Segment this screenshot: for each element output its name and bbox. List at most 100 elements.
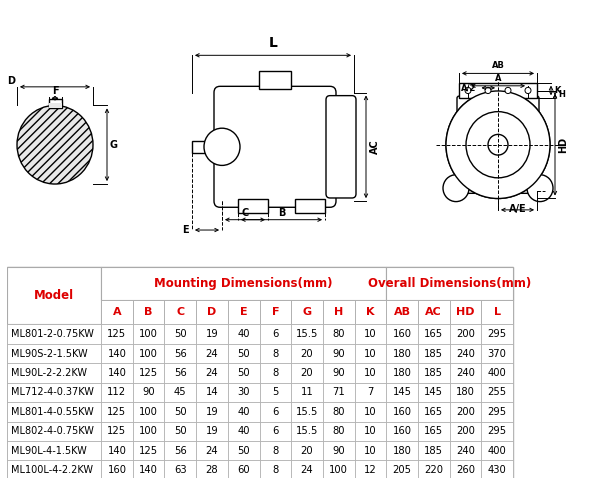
Text: A: A [495, 74, 501, 83]
Bar [196, 441, 228, 460]
Text: 24: 24 [206, 368, 218, 378]
Bar [355, 324, 386, 344]
Bar [196, 402, 228, 421]
Text: ML90S-2-1.5KW: ML90S-2-1.5KW [11, 348, 88, 359]
Text: ML801-4-0.55KW: ML801-4-0.55KW [11, 407, 94, 417]
Text: 10: 10 [364, 329, 377, 339]
Text: 12: 12 [364, 465, 377, 475]
Text: 160: 160 [392, 426, 412, 436]
Text: 15.5: 15.5 [296, 426, 318, 436]
Bar [449, 324, 481, 344]
Bar [7, 402, 101, 421]
Bar [260, 383, 291, 402]
Bar [323, 460, 355, 480]
Text: 240: 240 [456, 446, 475, 456]
Text: 200: 200 [456, 426, 475, 436]
Bar [323, 324, 355, 344]
Bar [228, 421, 260, 441]
Text: AB: AB [491, 61, 505, 70]
Text: 6: 6 [272, 407, 278, 417]
Text: 71: 71 [332, 387, 345, 397]
Bar [291, 363, 323, 383]
Text: L: L [269, 36, 277, 50]
Bar [228, 383, 260, 402]
Text: 295: 295 [488, 407, 507, 417]
Text: 90: 90 [142, 387, 155, 397]
Text: 56: 56 [174, 348, 187, 359]
Text: 15.5: 15.5 [296, 407, 318, 417]
Text: B: B [145, 307, 153, 317]
Bar [295, 199, 325, 214]
Bar [386, 300, 418, 324]
Text: Mounting Dimensions(mm): Mounting Dimensions(mm) [154, 277, 333, 290]
Bar [133, 324, 164, 344]
Circle shape [525, 87, 531, 94]
Bar [101, 402, 133, 421]
Text: 50: 50 [238, 348, 250, 359]
Text: 125: 125 [139, 368, 158, 378]
Bar [164, 441, 196, 460]
Text: 8: 8 [272, 446, 278, 456]
Bar [291, 344, 323, 363]
Bar [260, 441, 291, 460]
Bar [133, 363, 164, 383]
Bar [418, 383, 449, 402]
Text: 6: 6 [272, 329, 278, 339]
Text: 15.5: 15.5 [296, 329, 318, 339]
Text: 400: 400 [488, 368, 506, 378]
Text: 20: 20 [301, 348, 313, 359]
Bar [7, 383, 101, 402]
Bar [355, 460, 386, 480]
Bar [260, 344, 291, 363]
Bar [418, 421, 449, 441]
Text: D: D [208, 307, 217, 317]
Bar [164, 300, 196, 324]
Bar [386, 460, 418, 480]
Text: 24: 24 [301, 465, 313, 475]
Bar [192, 141, 220, 153]
Bar [133, 441, 164, 460]
Text: F: F [272, 307, 279, 317]
Bar [323, 383, 355, 402]
Text: 80: 80 [332, 329, 345, 339]
Bar [101, 441, 133, 460]
Text: 10: 10 [364, 426, 377, 436]
Circle shape [446, 91, 550, 199]
Text: K: K [554, 86, 560, 95]
Text: 14: 14 [206, 387, 218, 397]
Bar [196, 383, 228, 402]
Text: 50: 50 [238, 446, 250, 456]
Bar [449, 300, 481, 324]
Bar [418, 363, 449, 383]
Text: A/E: A/E [509, 204, 526, 214]
Text: AB: AB [394, 307, 410, 317]
Text: 125: 125 [107, 407, 127, 417]
Bar [386, 344, 418, 363]
Bar [418, 300, 449, 324]
Text: C: C [176, 307, 184, 317]
Text: 165: 165 [424, 329, 443, 339]
Bar [355, 363, 386, 383]
FancyBboxPatch shape [326, 96, 356, 198]
Text: ML90L-4-1.5KW: ML90L-4-1.5KW [11, 446, 86, 456]
Bar [7, 267, 513, 480]
Bar [101, 363, 133, 383]
Bar [228, 460, 260, 480]
Bar [449, 460, 481, 480]
Text: 180: 180 [392, 368, 412, 378]
Text: B: B [278, 208, 285, 217]
Bar [386, 324, 418, 344]
Text: A/2: A/2 [461, 84, 476, 92]
Text: ML801-2-0.75KW: ML801-2-0.75KW [11, 329, 94, 339]
Text: 50: 50 [238, 368, 250, 378]
Bar [260, 421, 291, 441]
Bar [481, 421, 513, 441]
Text: 8: 8 [272, 368, 278, 378]
Text: 19: 19 [206, 329, 218, 339]
Bar [418, 324, 449, 344]
Bar [260, 460, 291, 480]
Text: G: G [109, 140, 117, 150]
Text: 145: 145 [392, 387, 412, 397]
Circle shape [17, 106, 93, 184]
FancyBboxPatch shape [457, 96, 539, 193]
